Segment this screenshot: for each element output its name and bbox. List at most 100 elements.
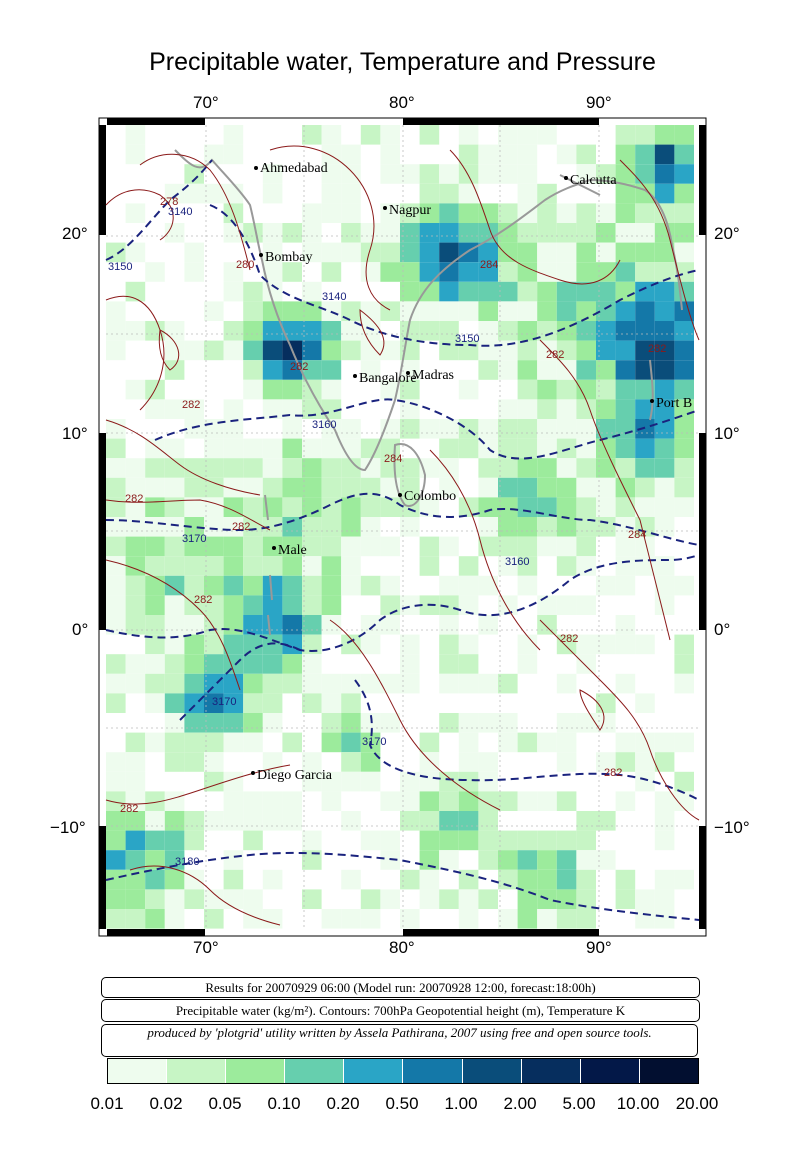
grid-cell — [204, 654, 224, 674]
grid-cell — [458, 673, 479, 694]
grid-cell — [596, 497, 616, 517]
grid-cell — [282, 811, 302, 831]
grid-cell — [419, 223, 440, 243]
grid-cell — [674, 673, 694, 694]
grid-cell — [243, 379, 263, 400]
grid-cell — [321, 713, 342, 733]
grid-cell — [380, 615, 400, 635]
grid-cell — [125, 536, 146, 557]
grid-cell — [654, 144, 675, 165]
grid-cell — [517, 575, 538, 596]
grid-cell — [635, 301, 655, 321]
grid-cell — [458, 752, 479, 772]
grid-cell — [380, 223, 400, 243]
grid-cell — [106, 575, 126, 596]
colorbar-swatch — [108, 1059, 168, 1083]
grid-cell — [537, 262, 557, 282]
grid-cell — [478, 281, 498, 302]
grid-cell — [458, 869, 479, 890]
grid-cell — [458, 125, 479, 145]
grid-cell — [360, 438, 381, 459]
grid-cell — [282, 223, 302, 243]
grid-cell — [576, 281, 596, 302]
grid-cell — [125, 477, 146, 498]
lat-tick-label: −10° — [714, 818, 750, 837]
grid-cell — [596, 458, 616, 478]
grid-cell — [106, 536, 126, 557]
grid-cell — [106, 693, 126, 713]
grid-cell — [204, 752, 224, 772]
colorbar-tick-label: 0.01 — [90, 1094, 124, 1113]
grid-cell — [458, 556, 479, 576]
grid-cell — [596, 399, 616, 419]
grid-cell — [674, 125, 694, 145]
grid-cell — [223, 458, 244, 478]
grid-cell — [654, 791, 675, 811]
grid-cell — [282, 419, 302, 439]
grid-cell — [302, 477, 322, 498]
grid-cell — [302, 889, 322, 909]
colorbar-swatch — [167, 1059, 227, 1083]
grid-cell — [419, 830, 440, 851]
grid-cell — [400, 321, 420, 341]
grid-cell — [380, 242, 400, 263]
grid-cell — [556, 458, 577, 478]
grid-cell — [517, 125, 538, 145]
grid-cell — [674, 242, 694, 263]
grid-cell — [458, 634, 479, 655]
grid-cell — [556, 556, 577, 576]
grid-cell — [223, 399, 244, 419]
grid-cell — [439, 242, 459, 263]
grid-cell — [164, 223, 185, 243]
grid-cell — [184, 634, 204, 655]
grid-cell — [517, 164, 538, 184]
grid-cell — [458, 811, 479, 831]
grid-cell — [223, 419, 244, 439]
grid-cell — [380, 830, 400, 851]
grid-cell — [674, 575, 694, 596]
grid-cell — [654, 164, 675, 184]
grid-cell — [439, 615, 459, 635]
grid-cell — [302, 771, 322, 792]
grid-cell — [125, 654, 146, 674]
grid-cell — [615, 752, 636, 772]
grid-cell — [204, 183, 224, 204]
grid-cell — [341, 301, 361, 321]
graticule — [106, 125, 699, 929]
grid-cell — [125, 595, 146, 615]
grid-cell — [243, 811, 263, 831]
grid-cell — [243, 889, 263, 909]
grid-cell — [184, 497, 204, 517]
grid-cell — [674, 360, 694, 380]
grid-cell — [243, 281, 263, 302]
city-label: Bombay — [265, 250, 312, 265]
grid-cell — [400, 654, 420, 674]
grid-cell — [576, 713, 596, 733]
grid-cell — [576, 321, 596, 341]
grid-cell — [360, 477, 381, 498]
grid-cell — [400, 281, 420, 302]
grid-cell — [419, 183, 440, 204]
lat-tick-label: 10° — [62, 424, 88, 443]
grid-cell — [106, 438, 126, 459]
grid-cell — [204, 732, 224, 753]
city-label: Nagpur — [389, 203, 431, 218]
grid-cell — [321, 693, 342, 713]
grid-cell — [615, 477, 636, 498]
grid-cell — [478, 575, 498, 596]
grid-cell — [458, 223, 479, 243]
grid-cell — [674, 223, 694, 243]
grid-cell — [302, 340, 322, 361]
grid-cell — [302, 615, 322, 635]
grid-cell — [282, 673, 302, 694]
grid-cell — [145, 615, 165, 635]
colorbar-swatch — [580, 1059, 640, 1083]
city-label: Port B — [656, 396, 692, 411]
contour-label: 282 — [290, 361, 308, 373]
grid-cell — [537, 281, 557, 302]
grid-cell — [380, 595, 400, 615]
grid-cell — [223, 693, 244, 713]
grid-cell — [302, 360, 322, 380]
grid-cell — [145, 889, 165, 909]
grid-cell — [282, 654, 302, 674]
